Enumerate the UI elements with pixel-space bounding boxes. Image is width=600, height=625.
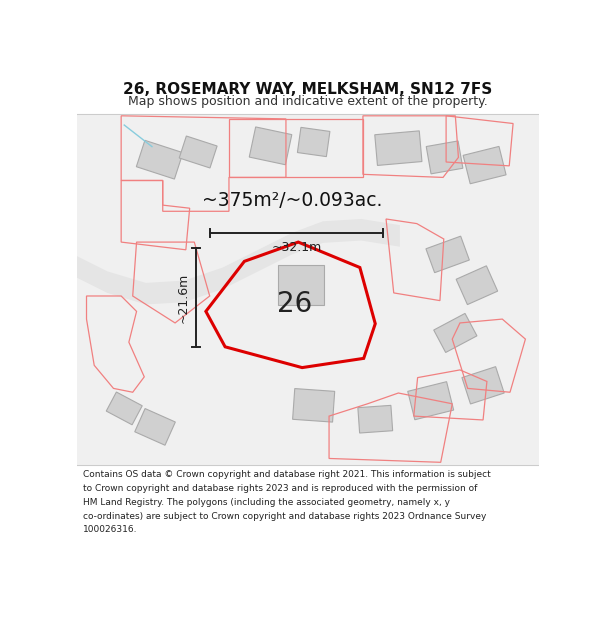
Bar	[77, 75, 539, 114]
Text: 26, ROSEMARY WAY, MELKSHAM, SN12 7FS: 26, ROSEMARY WAY, MELKSHAM, SN12 7FS	[123, 82, 492, 97]
Polygon shape	[426, 141, 463, 174]
Text: co-ordinates) are subject to Crown copyright and database rights 2023 Ordnance S: co-ordinates) are subject to Crown copyr…	[83, 512, 486, 521]
Polygon shape	[426, 236, 469, 272]
Polygon shape	[77, 219, 400, 304]
Text: Contains OS data © Crown copyright and database right 2021. This information is : Contains OS data © Crown copyright and d…	[83, 470, 490, 479]
Polygon shape	[293, 389, 335, 422]
Text: ~375m²/~0.093ac.: ~375m²/~0.093ac.	[202, 191, 382, 210]
Text: 26: 26	[277, 290, 312, 318]
Text: Map shows position and indicative extent of the property.: Map shows position and indicative extent…	[128, 96, 487, 109]
Text: ~21.6m: ~21.6m	[176, 272, 190, 322]
Polygon shape	[106, 392, 142, 425]
Polygon shape	[358, 406, 392, 433]
Polygon shape	[136, 141, 183, 179]
Polygon shape	[434, 313, 477, 352]
Polygon shape	[179, 136, 217, 168]
Polygon shape	[278, 265, 325, 305]
Polygon shape	[375, 131, 422, 166]
Text: 100026316.: 100026316.	[83, 526, 137, 534]
Bar	[77, 109, 539, 467]
Polygon shape	[408, 382, 454, 420]
Polygon shape	[456, 266, 497, 304]
Polygon shape	[298, 127, 330, 157]
Polygon shape	[463, 146, 506, 184]
Polygon shape	[462, 367, 504, 404]
Polygon shape	[249, 127, 292, 165]
Text: HM Land Registry. The polygons (including the associated geometry, namely x, y: HM Land Registry. The polygons (includin…	[83, 498, 449, 507]
Polygon shape	[135, 409, 175, 445]
Text: to Crown copyright and database rights 2023 and is reproduced with the permissio: to Crown copyright and database rights 2…	[83, 484, 477, 493]
Text: ~32.1m: ~32.1m	[271, 241, 322, 254]
Bar	[77, 466, 539, 556]
